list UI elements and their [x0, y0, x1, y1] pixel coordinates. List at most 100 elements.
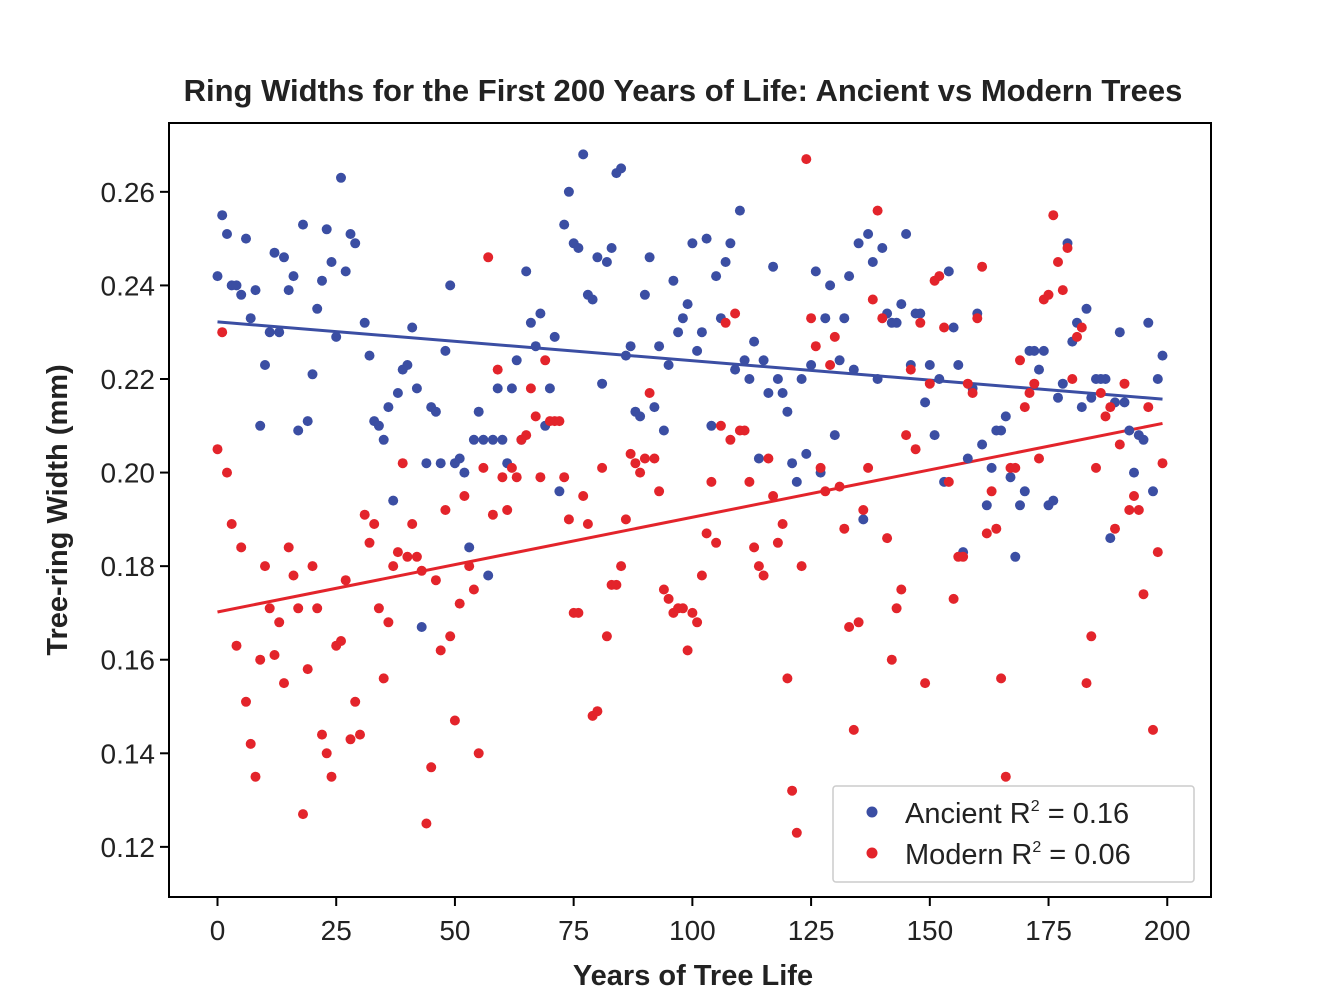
modern-point-69: [540, 355, 551, 366]
ancient-point-25: [331, 331, 342, 342]
modern-point-187: [1100, 411, 1111, 422]
ancient-point-56: [483, 570, 494, 581]
ancient-point-104: [711, 271, 722, 282]
modern-point-23: [321, 748, 332, 759]
modern-point-54: [468, 584, 479, 595]
ancient-point-165: [1000, 411, 1011, 422]
modern-point-19: [302, 664, 313, 675]
modern-point-29: [350, 696, 361, 707]
modern-point-50: [449, 715, 460, 726]
ancient-point-53: [468, 434, 479, 445]
ancient-point-135: [858, 514, 869, 525]
ancient-point-150: [929, 430, 940, 441]
modern-point-161: [977, 261, 988, 272]
ancient-point-149: [924, 360, 935, 370]
modern-point-114: [753, 561, 764, 572]
ancient-point-153: [943, 266, 954, 277]
ancient-point-151: [934, 374, 945, 384]
ancient-point-4: [231, 280, 242, 291]
legend-marker-ancient: [866, 806, 878, 818]
modern-point-33: [369, 519, 380, 529]
ancient-point-17: [293, 425, 304, 436]
ancient-point-95: [668, 275, 679, 286]
ancient-point-9: [255, 420, 266, 431]
modern-point-95: [663, 593, 674, 604]
ancient-point-175: [1048, 495, 1059, 506]
ancient-point-58: [492, 383, 503, 394]
ancient-point-102: [701, 233, 712, 244]
modern-point-140: [877, 313, 888, 324]
ancient-point-186: [1100, 374, 1111, 384]
modern-point-179: [1062, 243, 1073, 253]
modern-point-175: [1043, 289, 1054, 300]
x-tick-label: 175: [1025, 915, 1072, 946]
modern-point-40: [402, 551, 413, 562]
ancient-point-24: [326, 257, 337, 267]
ancient-point-59: [497, 434, 508, 445]
modern-point-24: [326, 771, 337, 782]
modern-point-47: [435, 645, 446, 656]
ancient-point-183: [1086, 392, 1097, 403]
modern-point-134: [848, 724, 859, 735]
ancient-point-85: [620, 350, 631, 361]
ancient-point-196: [1148, 486, 1158, 497]
ancient-point-194: [1138, 434, 1149, 445]
ancient-point-144: [901, 229, 912, 239]
modern-point-105: [711, 537, 722, 548]
modern-point-129: [825, 360, 836, 370]
plot-area-frame: [168, 122, 1212, 898]
ancient-point-62: [511, 355, 522, 366]
modern-point-118: [772, 537, 783, 548]
modern-point-159: [967, 388, 978, 398]
modern-point-92: [649, 453, 660, 464]
legend-marker-modern: [866, 847, 878, 859]
modern-point-171: [1024, 388, 1035, 398]
ancient-point-75: [573, 243, 584, 253]
ancient-point-51: [459, 467, 470, 478]
superscript-two: 2: [1032, 839, 1041, 856]
ancient-point-67: [535, 308, 546, 319]
ancient-point-167: [1010, 551, 1021, 562]
modern-point-107: [720, 317, 731, 328]
ancient-point-65: [525, 317, 536, 328]
ancient-point-15: [283, 285, 294, 296]
modern-point-195: [1138, 589, 1149, 600]
modern-point-121: [787, 785, 798, 796]
modern-point-173: [1034, 453, 1044, 464]
ancient-point-29: [350, 238, 361, 249]
modern-point-123: [796, 561, 807, 572]
modern-point-198: [1152, 547, 1163, 558]
ancient-point-99: [687, 238, 698, 249]
modern-point-41: [407, 519, 418, 529]
modern-point-142: [886, 654, 897, 665]
modern-point-152: [934, 271, 945, 282]
modern-point-26: [336, 636, 346, 646]
ancient-point-22: [317, 275, 327, 286]
modern-point-0: [212, 444, 223, 455]
ancient-point-172: [1034, 364, 1044, 375]
ancient-point-121: [791, 476, 802, 487]
ancient-point-55: [478, 434, 489, 445]
ancient-point-35: [383, 402, 394, 413]
ancient-point-127: [820, 313, 831, 324]
modern-point-115: [758, 570, 769, 581]
ancient-point-11: [264, 327, 275, 338]
modern-point-5: [236, 542, 247, 553]
modern-point-99: [682, 645, 693, 656]
ancient-point-34: [378, 434, 389, 445]
modern-point-61: [502, 505, 513, 515]
modern-point-100: [687, 607, 698, 618]
modern-point-72: [554, 416, 565, 427]
modern-point-133: [844, 622, 855, 632]
ancient-point-5: [236, 289, 247, 300]
modern-point-185: [1091, 462, 1101, 473]
ancient-point-130: [834, 355, 845, 366]
modern-point-4: [231, 640, 242, 651]
modern-point-98: [677, 603, 688, 614]
ancient-point-1: [217, 210, 228, 221]
modern-point-2: [222, 467, 232, 478]
modern-point-193: [1129, 491, 1139, 501]
ancient-point-103: [706, 420, 717, 431]
ancient-point-118: [777, 388, 788, 398]
modern-point-28: [345, 734, 356, 745]
